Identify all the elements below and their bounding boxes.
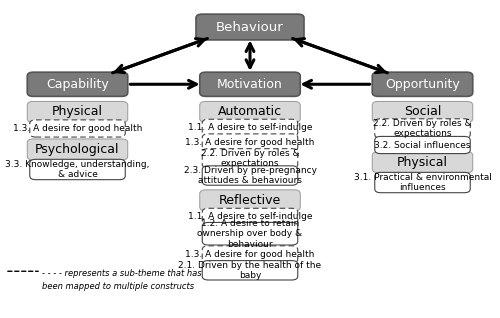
- FancyBboxPatch shape: [375, 119, 470, 138]
- Text: 2.2. Driven by roles &
expectations: 2.2. Driven by roles & expectations: [373, 119, 472, 138]
- Text: 2.3. Driven by pre-pregnancy
attitudes & behaviours: 2.3. Driven by pre-pregnancy attitudes &…: [184, 166, 316, 185]
- FancyBboxPatch shape: [30, 120, 125, 137]
- FancyBboxPatch shape: [372, 101, 473, 122]
- FancyBboxPatch shape: [375, 172, 470, 193]
- Text: Reflective: Reflective: [219, 194, 281, 207]
- FancyBboxPatch shape: [200, 101, 300, 122]
- Text: Social: Social: [404, 106, 441, 118]
- Text: 1.3. A desire for good health: 1.3. A desire for good health: [13, 124, 142, 133]
- FancyBboxPatch shape: [30, 159, 125, 180]
- Text: 1.1. A desire to self-indulge: 1.1. A desire to self-indulge: [188, 212, 312, 221]
- FancyBboxPatch shape: [372, 152, 473, 173]
- Text: Psychological: Psychological: [35, 143, 120, 156]
- Text: Opportunity: Opportunity: [385, 78, 460, 91]
- FancyBboxPatch shape: [202, 166, 298, 185]
- FancyBboxPatch shape: [202, 119, 298, 136]
- Text: - - - - represents a sub-theme that has
been mapped to multiple constructs: - - - - represents a sub-theme that has …: [42, 269, 202, 291]
- Text: Motivation: Motivation: [217, 78, 283, 91]
- FancyBboxPatch shape: [202, 261, 298, 280]
- FancyBboxPatch shape: [375, 136, 470, 154]
- FancyBboxPatch shape: [200, 72, 300, 96]
- Text: Physical: Physical: [52, 106, 103, 118]
- Text: 1.3. A desire for good health: 1.3. A desire for good health: [186, 138, 314, 147]
- FancyBboxPatch shape: [202, 223, 298, 245]
- FancyBboxPatch shape: [202, 134, 298, 151]
- FancyBboxPatch shape: [27, 101, 128, 122]
- Text: 3.1. Practical & environmental
influences: 3.1. Practical & environmental influence…: [354, 173, 492, 192]
- FancyBboxPatch shape: [200, 190, 300, 211]
- Text: Physical: Physical: [397, 156, 448, 169]
- Text: 1.1. A desire to self-indulge: 1.1. A desire to self-indulge: [188, 123, 312, 132]
- Text: 2.2. Driven by roles &
expectations: 2.2. Driven by roles & expectations: [200, 149, 300, 168]
- FancyBboxPatch shape: [27, 72, 128, 96]
- Text: 2.1. Driven by the health of the
baby: 2.1. Driven by the health of the baby: [178, 260, 322, 280]
- FancyBboxPatch shape: [202, 208, 298, 225]
- FancyBboxPatch shape: [196, 14, 304, 40]
- Text: 3.3. Knowledge, understanding,
& advice: 3.3. Knowledge, understanding, & advice: [6, 160, 150, 179]
- FancyBboxPatch shape: [202, 246, 298, 263]
- FancyBboxPatch shape: [372, 72, 473, 96]
- Text: 1.3. A desire for good health: 1.3. A desire for good health: [186, 250, 314, 259]
- FancyBboxPatch shape: [202, 149, 298, 168]
- Text: 1.2. A desire to retain
ownership over body &
behaviour: 1.2. A desire to retain ownership over b…: [198, 219, 302, 249]
- Text: Capability: Capability: [46, 78, 109, 91]
- Text: 3.2. Social influences: 3.2. Social influences: [374, 141, 471, 149]
- FancyBboxPatch shape: [27, 139, 128, 160]
- Text: Automatic: Automatic: [218, 106, 282, 118]
- Text: Behaviour: Behaviour: [216, 21, 284, 33]
